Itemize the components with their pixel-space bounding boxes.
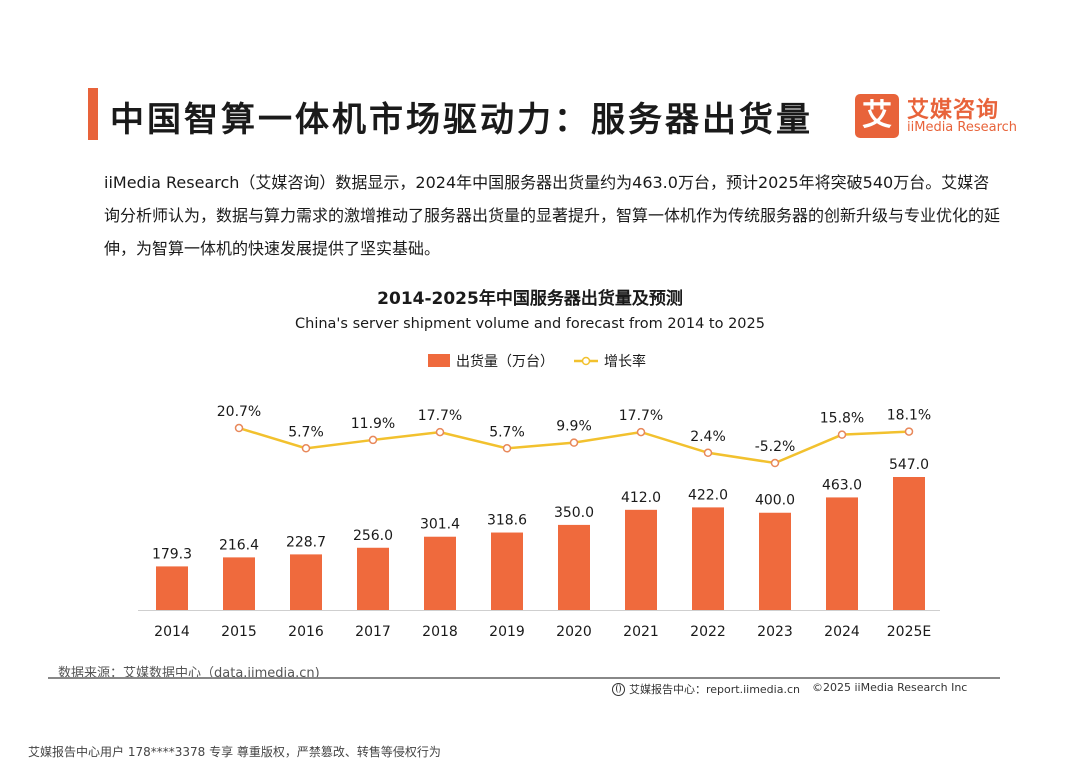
logo-mark-icon: 艾: [855, 94, 899, 138]
x-tick-label-2018: 2018: [422, 624, 458, 640]
growth-label-2020: 9.9%: [556, 419, 592, 435]
bar-value-label-2016: 228.7: [286, 534, 326, 550]
bar-2021: [625, 509, 657, 610]
footer-divider: [48, 677, 1000, 679]
logo-name-cn: 艾媒咨询: [907, 98, 1000, 123]
bar-value-label-2022: 422.0: [688, 487, 728, 503]
x-tick-label-2021: 2021: [623, 624, 659, 640]
x-tick-label-2014: 2014: [154, 624, 190, 640]
bar-value-label-2019: 318.6: [487, 513, 527, 529]
bar-value-label-2024: 463.0: [822, 477, 862, 493]
growth-point-2020: [569, 438, 579, 447]
growth-label-2018: 17.7%: [418, 408, 462, 424]
chart-title: 2014-2025年中国服务器出货量及预测: [377, 289, 683, 309]
growth-point-2023: [770, 458, 780, 468]
bar-value-label-2015: 216.4: [219, 537, 259, 553]
growth-point-2017: [368, 435, 378, 445]
growth-line-series: 20.7% 5.7% 11.9% 17.7% 5.7% 9.9% 17.7% 2.4% -5.2…: [217, 404, 931, 468]
x-tick-label-2017: 2017: [355, 624, 391, 640]
copyright: ©2025 iiMedia Research Inc: [812, 681, 968, 694]
x-tick-label-2016: 2016: [288, 624, 324, 640]
bar-value-label-2017: 256.0: [353, 528, 393, 544]
growth-label-2023: -5.2%: [755, 439, 796, 455]
growth-label-2021: 17.7%: [619, 408, 663, 424]
x-tick-label-2022: 2022: [690, 624, 726, 640]
bar-2025E: [893, 477, 925, 610]
x-tick-label-2020: 2020: [556, 624, 592, 640]
growth-point-2016: [301, 444, 311, 453]
growth-point-2024: [837, 430, 847, 439]
bar-series: 179.3 216.4 228.7 256.0 301.4 318.6 350.0 412.0…: [152, 457, 929, 610]
bar-2024: [826, 497, 858, 610]
growth-label-2019: 5.7%: [489, 424, 525, 440]
legend-bar-label: 出货量（万台）: [456, 353, 554, 370]
x-tick-label-2025E: 2025E: [887, 624, 931, 640]
growth-label-2025E: 18.1%: [887, 408, 931, 424]
growth-label-2017: 11.9%: [351, 416, 395, 432]
growth-point-2025E: [904, 427, 914, 436]
bar-value-label-2023: 400.0: [755, 493, 795, 509]
growth-point-2015: [234, 423, 244, 433]
x-tick-label-2015: 2015: [221, 624, 257, 640]
logo-name-en: iiMedia Research: [907, 120, 1018, 135]
user-watermark: 艾媒报告中心用户 178****3378 专享 尊重版权，严禁篡改、转售等侵权行…: [28, 745, 441, 759]
chart-legend: 出货量（万台） 增长率: [428, 353, 646, 370]
x-axis: 2014 2015 2016 2017 2018 2019 2020 2021 2022 2023…: [138, 610, 940, 640]
growth-point-2021: [636, 427, 646, 437]
shipment-chart: 出货量（万台） 增长率 179.3 216.4 228.7 256.0 301.4 318.…: [138, 353, 940, 640]
growth-point-2019: [502, 444, 512, 453]
bar-2014: [156, 566, 188, 610]
growth-point-2018: [435, 427, 445, 437]
bar-2015: [223, 557, 255, 610]
title-accent-bar: [88, 88, 98, 140]
bar-2019: [491, 532, 523, 610]
bar-2022: [692, 507, 724, 610]
bar-2017: [357, 547, 389, 610]
bar-2023: [759, 512, 791, 610]
bar-value-label-2025E: 547.0: [889, 457, 929, 473]
bar-value-label-2018: 301.4: [420, 517, 460, 533]
x-tick-label-2024: 2024: [824, 624, 860, 640]
x-tick-label-2019: 2019: [489, 624, 525, 640]
growth-label-2022: 2.4%: [690, 429, 726, 445]
x-tick-label-2023: 2023: [757, 624, 793, 640]
legend-bar-swatch: [428, 354, 450, 367]
growth-label-2016: 5.7%: [288, 424, 324, 440]
legend-line-marker: [581, 356, 591, 366]
page-title: 中国智算一体机市场驱动力：服务器出货量: [110, 100, 813, 140]
iimedia-logo: 艾 艾媒咨询 iiMedia Research: [855, 92, 1018, 140]
bar-value-label-2021: 412.0: [621, 490, 661, 506]
legend-line-label: 增长率: [604, 353, 646, 370]
intro-paragraph: iiMedia Research（艾媒咨询）数据显示，2024年中国服务器出货量…: [104, 173, 1001, 258]
bar-2018: [424, 536, 456, 610]
growth-label-2015: 20.7%: [217, 404, 261, 420]
bar-2016: [290, 554, 322, 610]
bar-value-label-2020: 350.0: [554, 505, 594, 521]
bar-2020: [558, 524, 590, 610]
bar-value-label-2014: 179.3: [152, 546, 192, 562]
chart-subtitle: China's server shipment volume and forec…: [295, 316, 765, 332]
growth-label-2024: 15.8%: [820, 411, 864, 427]
growth-point-2022: [703, 448, 713, 458]
globe-icon: [612, 682, 625, 696]
report-center-link[interactable]: 艾媒报告中心：report.iimedia.cn: [612, 681, 800, 697]
report-center-text: 艾媒报告中心：report.iimedia.cn: [629, 683, 800, 696]
